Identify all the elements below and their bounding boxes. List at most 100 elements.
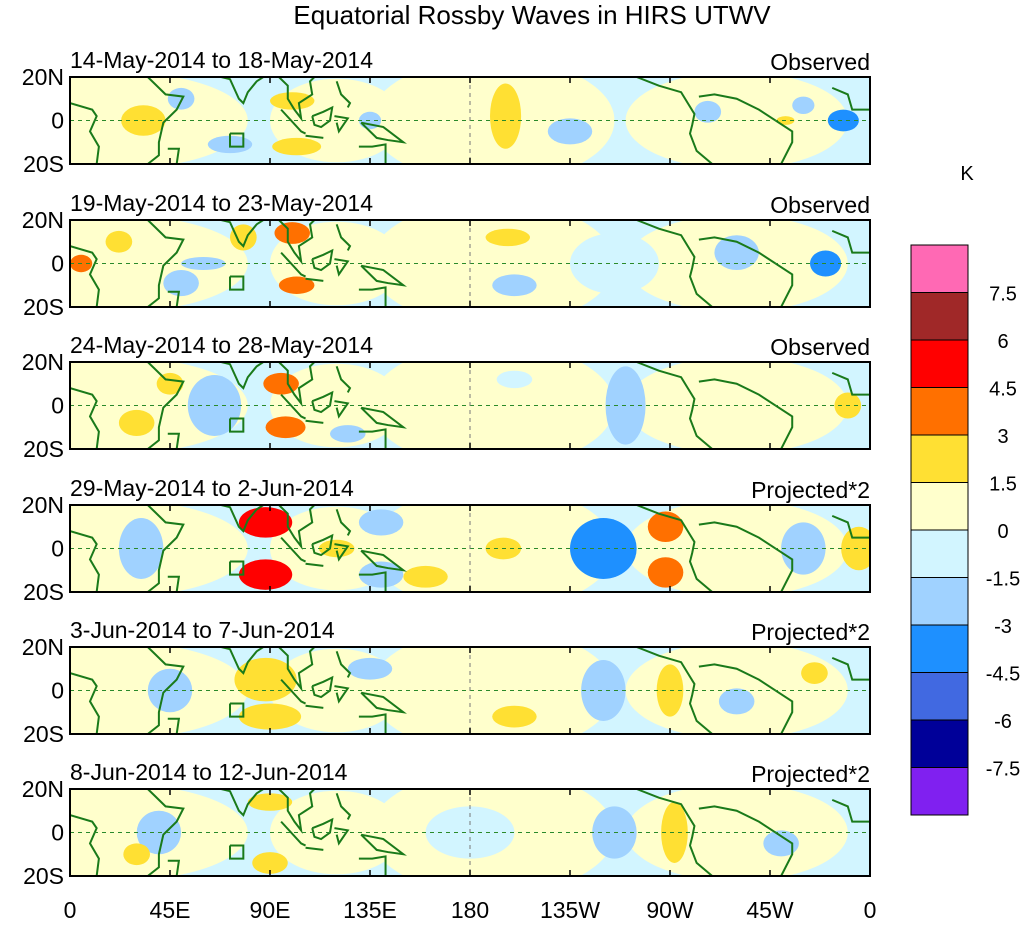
coastline bbox=[335, 651, 352, 678]
coastline bbox=[636, 362, 713, 449]
coastline bbox=[70, 102, 100, 164]
coastline bbox=[636, 220, 713, 307]
colorbar-units: K bbox=[960, 163, 974, 185]
x-tick-label: 180 bbox=[451, 897, 489, 922]
coastline bbox=[335, 509, 352, 536]
y-tick-label: 0 bbox=[51, 108, 64, 134]
coastline bbox=[220, 789, 264, 817]
x-tick-label: 90E bbox=[250, 897, 291, 922]
coastline bbox=[280, 251, 306, 278]
coastline bbox=[70, 814, 100, 876]
coastline bbox=[831, 514, 870, 539]
coastline bbox=[305, 562, 324, 567]
coastline bbox=[278, 505, 316, 550]
y-tick-label: 20S bbox=[23, 863, 64, 889]
coastline bbox=[698, 663, 794, 734]
colorbar-swatch bbox=[910, 719, 969, 768]
coastline bbox=[147, 362, 185, 449]
coastline bbox=[335, 224, 352, 251]
map-panel: 3-Jun-2014 to 7-Jun-2014 Projected*2 20N 0 2… bbox=[22, 617, 871, 747]
coastline bbox=[334, 543, 350, 562]
coastline bbox=[280, 678, 306, 705]
anomaly-contour bbox=[661, 802, 688, 863]
chart-title: Equatorial Rossby Waves in HIRS UTWV bbox=[293, 0, 771, 30]
colorbar-swatch bbox=[910, 387, 969, 436]
coastline bbox=[147, 220, 185, 307]
coastline bbox=[147, 647, 185, 734]
colorbar-label: 1.5 bbox=[989, 474, 1017, 496]
anomaly-contour bbox=[781, 522, 826, 575]
anomaly-contour bbox=[123, 843, 150, 866]
colorbar-label: -6 bbox=[994, 711, 1012, 733]
y-tick-label: 20N bbox=[22, 64, 64, 90]
reference-box bbox=[229, 844, 245, 860]
coastline bbox=[278, 362, 316, 407]
anomaly-contour bbox=[278, 276, 315, 294]
y-tick-label: 20N bbox=[22, 207, 64, 233]
anomaly-contour bbox=[370, 362, 615, 449]
coastline bbox=[220, 362, 264, 390]
coastline bbox=[334, 400, 350, 419]
coastline bbox=[831, 656, 870, 681]
coastline bbox=[280, 820, 306, 847]
anomaly-contour bbox=[118, 409, 155, 436]
colorbar-swatch bbox=[910, 624, 969, 673]
coastline bbox=[278, 77, 316, 122]
map-panel: 14-May-2014 to 18-May-2014 Observed 20N 0 20… bbox=[22, 47, 871, 177]
coastline bbox=[360, 691, 407, 714]
coastline bbox=[636, 505, 713, 592]
y-tick-label: 0 bbox=[51, 820, 64, 846]
anomaly-contour bbox=[370, 220, 615, 307]
panel-period: 14-May-2014 to 18-May-2014 bbox=[70, 47, 373, 73]
panel-period: 8-Jun-2014 to 12-Jun-2014 bbox=[70, 759, 348, 785]
colorbar-swatch bbox=[910, 244, 969, 293]
coastline bbox=[360, 121, 407, 144]
colorbar-swatch bbox=[910, 577, 969, 626]
coastline bbox=[305, 277, 324, 282]
colorbar-swatch bbox=[910, 767, 969, 816]
anomaly-contour bbox=[265, 416, 306, 439]
y-tick-label: 20S bbox=[23, 436, 64, 462]
coastline bbox=[70, 530, 100, 592]
panel-period: 3-Jun-2014 to 7-Jun-2014 bbox=[70, 617, 335, 643]
y-tick-label: 20S bbox=[23, 294, 64, 320]
coastline bbox=[334, 685, 350, 704]
coastline bbox=[147, 789, 185, 876]
coastline bbox=[831, 229, 870, 254]
coastline bbox=[360, 833, 407, 856]
anomaly-contour bbox=[370, 647, 615, 734]
reference-box bbox=[229, 417, 245, 433]
panel-period: 29-May-2014 to 2-Jun-2014 bbox=[70, 475, 354, 501]
coastline bbox=[358, 286, 387, 307]
map-panel: 8-Jun-2014 to 12-Jun-2014 Projected*2 20N 0… bbox=[22, 759, 871, 889]
anomaly-contour bbox=[358, 509, 404, 536]
anomaly-contour bbox=[570, 518, 637, 579]
y-tick-label: 20S bbox=[23, 721, 64, 747]
coastline bbox=[305, 846, 324, 851]
coastline bbox=[280, 108, 306, 135]
coastline bbox=[278, 220, 316, 265]
coastline bbox=[698, 93, 794, 164]
y-tick-label: 20S bbox=[23, 151, 64, 177]
anomaly-contour bbox=[694, 100, 722, 123]
anomaly-contour bbox=[230, 224, 257, 251]
colorbar-label: -3 bbox=[994, 616, 1012, 638]
coastline bbox=[358, 713, 387, 734]
coastline bbox=[147, 505, 185, 592]
anomaly-contour bbox=[403, 565, 448, 588]
y-tick-label: 20N bbox=[22, 634, 64, 660]
colorbar-label: 4.5 bbox=[989, 379, 1017, 401]
y-tick-label: 0 bbox=[51, 678, 64, 704]
coastline bbox=[698, 236, 794, 307]
coastline bbox=[335, 81, 352, 108]
colorbar: -7.5 -6 -4.5 -3 -1.5 0 1.5 3 4.5 6 7.5 bbox=[910, 244, 1020, 816]
coastline bbox=[360, 264, 407, 287]
anomaly-contour bbox=[496, 370, 533, 389]
x-tick-label: 45W bbox=[746, 897, 794, 922]
anomaly-contour bbox=[792, 96, 815, 114]
coastline bbox=[334, 115, 350, 134]
coastline bbox=[636, 647, 713, 734]
coastline bbox=[305, 704, 324, 709]
coastline bbox=[220, 77, 264, 105]
panel-period: 24-May-2014 to 28-May-2014 bbox=[70, 332, 373, 358]
